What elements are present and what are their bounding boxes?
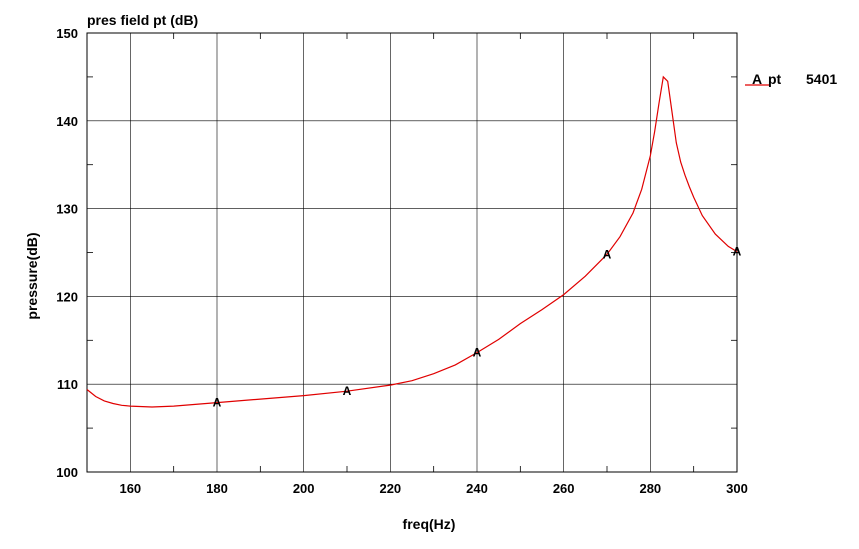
x-tick-label: 180 — [206, 481, 228, 496]
plot-frame — [86, 32, 738, 473]
x-tick-label: 240 — [466, 481, 488, 496]
y-tick-label: 130 — [56, 202, 78, 217]
x-tick-label: 160 — [119, 481, 141, 496]
series-marker: A — [343, 384, 352, 398]
x-tick-label: 280 — [639, 481, 661, 496]
y-tick-label: 110 — [57, 377, 78, 392]
series-layer: A A A A A — [86, 75, 742, 410]
series-line — [86, 75, 738, 408]
y-tick-label: 140 — [56, 114, 78, 129]
y-axis-title: pressure(dB) — [24, 232, 40, 319]
legend-series-name: pt — [768, 71, 782, 87]
y-tick-label: 100 — [56, 465, 78, 480]
legend-series-value: 5401 — [806, 71, 837, 87]
series-marker: A — [213, 396, 222, 410]
x-axis-title: freq(Hz) — [403, 516, 456, 532]
x-tick-label: 300 — [726, 481, 748, 496]
legend-marker-label: A — [752, 71, 762, 87]
series-marker: A — [733, 245, 742, 259]
series-marker: A — [603, 247, 612, 261]
x-tick-label: 220 — [379, 481, 401, 496]
y-tick-label: 150 — [56, 26, 78, 41]
chart-title: pres field pt (dB) — [87, 12, 198, 28]
legend: A pt 5401 — [745, 71, 837, 87]
series-marker: A — [473, 346, 482, 360]
x-tick-label: 200 — [293, 481, 315, 496]
y-tick-label: 120 — [56, 289, 78, 304]
tick-labels: 160 180 200 220 240 260 280 300 100 110 120 130 140 1… — [56, 26, 748, 496]
x-tick-label: 260 — [553, 481, 575, 496]
grid — [87, 33, 737, 472]
axis-ticks — [86, 33, 737, 472]
